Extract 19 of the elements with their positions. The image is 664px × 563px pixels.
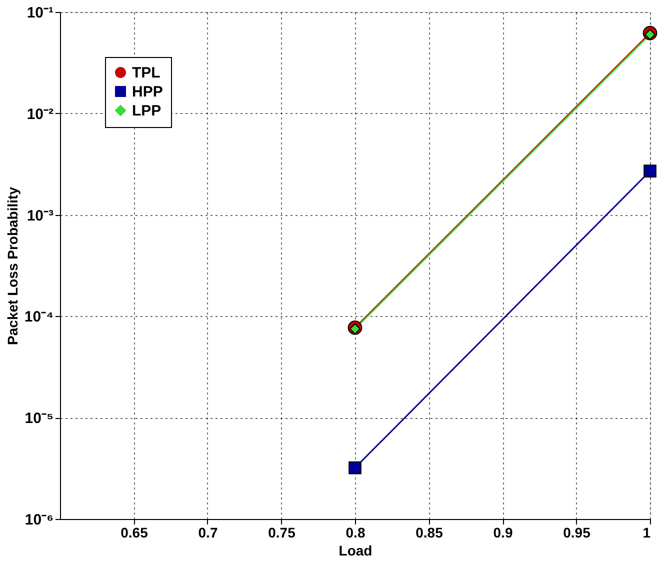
x-tick-label: 0.7	[198, 524, 218, 540]
y-tick-label: 10⁻⁵	[24, 410, 54, 428]
y-tick-label: 10⁻²	[26, 106, 54, 123]
y-tick-label: 10⁻³	[26, 207, 54, 224]
legend-label: TPL	[132, 64, 160, 82]
x-tick-label: 0.75	[268, 524, 296, 540]
y-axis-title: Packet Loss Probability	[4, 186, 20, 345]
legend-label: LPP	[132, 102, 162, 120]
y-tick-label: 10⁻¹	[26, 4, 54, 22]
x-tick-label: 0.9	[493, 524, 513, 540]
legend-label: HPP	[132, 84, 163, 100]
y-tick-label: 10⁻⁶	[24, 512, 54, 528]
x-tick-label: 0.85	[416, 524, 444, 540]
y-tick-label: 10⁻⁴	[24, 308, 54, 326]
x-tick-label: 0.95	[563, 524, 591, 540]
x-tick-label: 0.65	[120, 524, 148, 540]
x-tick-label: 0.8	[346, 524, 366, 540]
x-axis-title: Load	[338, 542, 372, 558]
x-tick-label: 1	[642, 524, 651, 540]
